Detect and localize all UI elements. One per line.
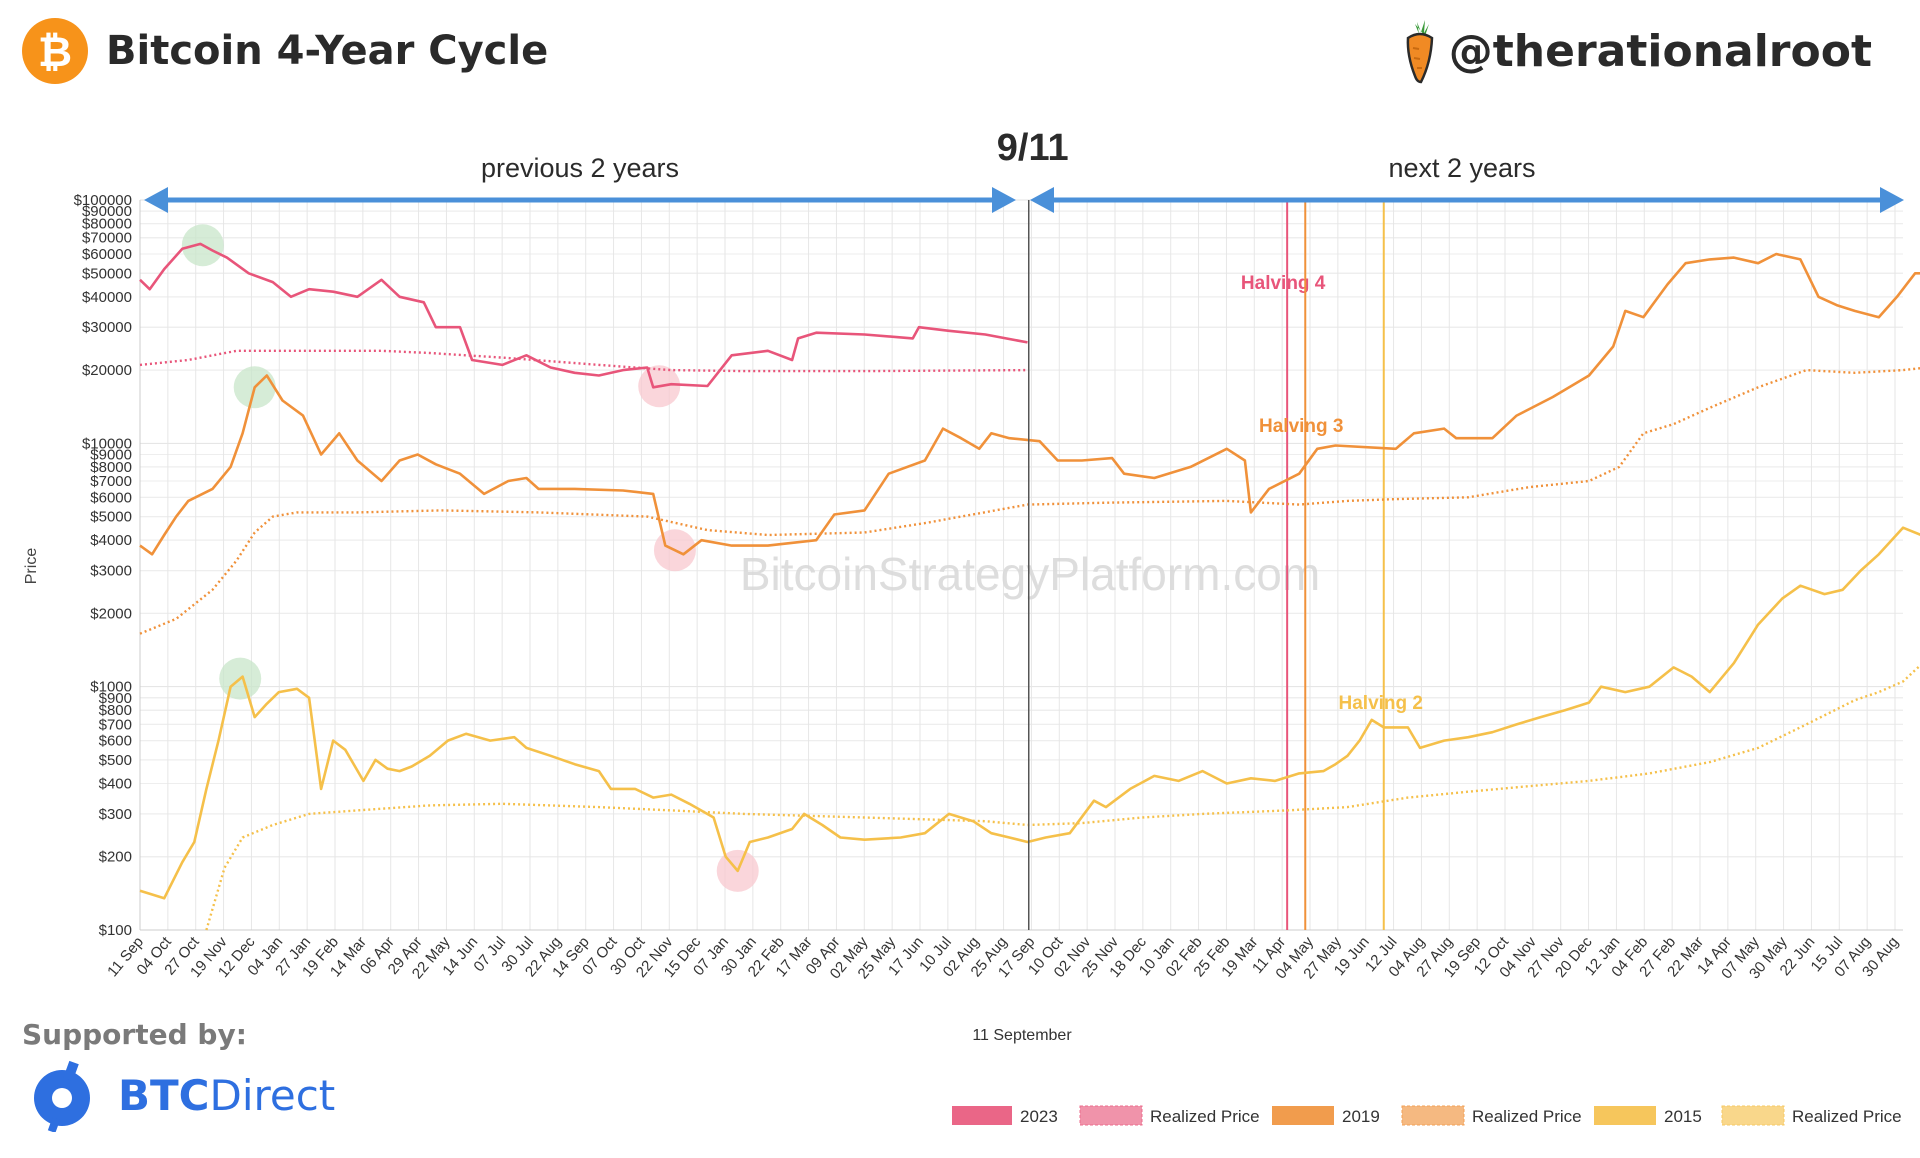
price-line-2023 <box>139 242 1028 389</box>
next-period-label: next 2 years <box>1388 153 1535 183</box>
y-tick-label: $6000 <box>90 489 132 506</box>
legend-swatch <box>952 1106 1012 1125</box>
legend-label: Realized Price <box>1150 1107 1260 1126</box>
sponsor-name-light: Direct <box>209 1070 336 1120</box>
y-tick-label: $7000 <box>90 473 132 490</box>
legend-label: 2023 <box>1020 1107 1058 1126</box>
y-tick-label: $5000 <box>90 509 132 526</box>
y-tick-label: $500 <box>99 752 132 769</box>
legend-swatch <box>1594 1106 1656 1125</box>
y-tick-label: $100000 <box>74 192 132 209</box>
author-handle: @therationalroot <box>1405 18 1872 84</box>
y-tick-label: $2000 <box>90 605 132 622</box>
y-tick-label: $800 <box>99 702 132 719</box>
y-tick-label: $10000 <box>82 435 132 452</box>
previous-period-arrow-head-right <box>992 187 1016 213</box>
y-tick-label: $3000 <box>90 563 132 580</box>
legend-label: 2019 <box>1342 1107 1380 1126</box>
legend-swatch <box>1721 1105 1785 1126</box>
legend-label: 2015 <box>1664 1107 1702 1126</box>
y-tick-label: $200 <box>99 849 132 866</box>
legend-swatch <box>1401 1105 1465 1126</box>
y-tick-label: $60000 <box>82 246 132 263</box>
y-tick-label: $600 <box>99 733 132 750</box>
watermark: BitcoinStrategyPlatform.com <box>740 548 1320 600</box>
sponsor-logo[interactable]: BTCDirect <box>28 1058 335 1132</box>
y-tick-label: $700 <box>99 716 132 733</box>
y-tick-label: $90000 <box>82 203 132 220</box>
y-tick-label: $80000 <box>82 216 132 233</box>
halving-label: Halving 3 <box>1259 416 1343 437</box>
y-tick-label: $4000 <box>90 532 132 549</box>
y-axis-label: Price <box>23 548 40 585</box>
price-line-2015 <box>139 526 1920 900</box>
realized-price-line <box>139 349 1028 373</box>
y-tick-label: $9000 <box>90 446 132 463</box>
x-axis-label: 11 September <box>972 1027 1072 1044</box>
next-period-arrow-head-right <box>1880 187 1904 213</box>
legend-swatch <box>1272 1106 1334 1125</box>
next-period-arrow-head-left <box>1030 187 1054 213</box>
price-line-2019 <box>139 252 1920 556</box>
sponsor-name-bold: BTC <box>118 1070 210 1120</box>
btcdirect-logo-icon <box>34 1060 90 1132</box>
y-tick-label: $20000 <box>82 362 132 379</box>
handle-text: @therationalroot <box>1448 25 1872 77</box>
y-tick-label: $300 <box>99 806 132 823</box>
sponsor-name: BTCDirect <box>118 1071 335 1120</box>
page-title: Bitcoin 4-Year Cycle <box>106 28 549 74</box>
halving-label: Halving 2 <box>1339 693 1423 714</box>
legend-label: Realized Price <box>1792 1107 1902 1126</box>
y-tick-label: $50000 <box>82 265 132 282</box>
previous-period-label: previous 2 years <box>481 153 679 183</box>
center-date-label: 9/11 <box>997 127 1069 169</box>
carrot-icon <box>1406 20 1434 84</box>
y-tick-label: $70000 <box>82 230 132 247</box>
y-tick-label: $900 <box>99 690 132 707</box>
y-tick-label: $100 <box>99 922 132 939</box>
y-tick-label: $8000 <box>90 459 132 476</box>
halving-label: Halving 4 <box>1241 273 1326 294</box>
header: ₿ Bitcoin 4-Year Cycle <box>22 18 548 84</box>
y-tick-label: $1000 <box>90 679 132 696</box>
legend-swatch <box>1079 1105 1143 1126</box>
y-tick-label: $30000 <box>82 319 132 336</box>
realized-price-line <box>139 367 1920 635</box>
previous-period-arrow-head-left <box>144 187 168 213</box>
y-tick-label: $40000 <box>82 289 132 306</box>
realized-price-line <box>205 663 1920 931</box>
legend-label: Realized Price <box>1472 1107 1582 1126</box>
supported-by-label: Supported by: <box>22 1018 247 1051</box>
bitcoin-logo-icon: ₿ <box>22 18 88 84</box>
y-tick-label: $400 <box>99 775 132 792</box>
